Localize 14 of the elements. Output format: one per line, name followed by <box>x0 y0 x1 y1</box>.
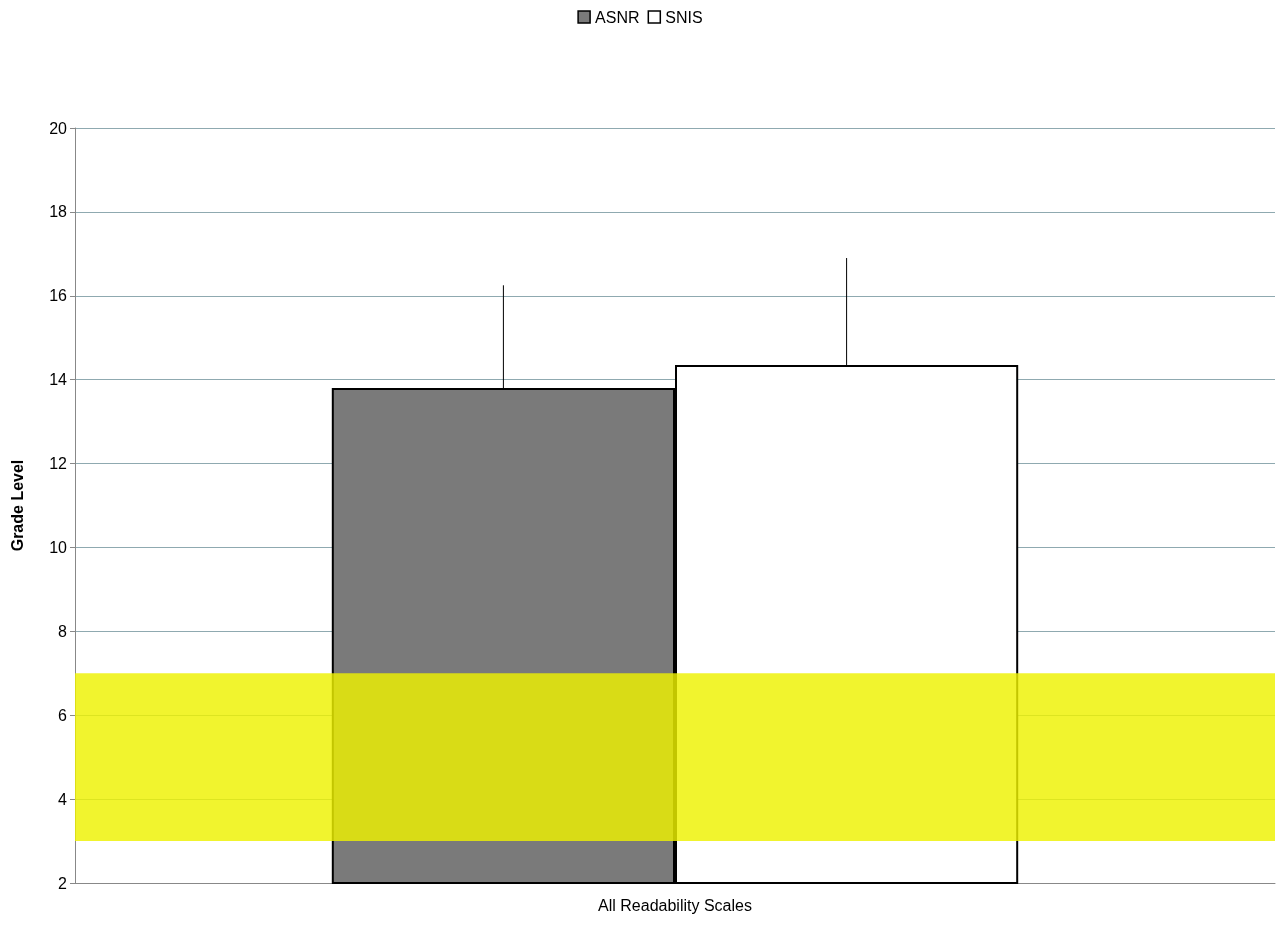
legend-label: SNIS <box>665 8 703 26</box>
y-tick-label: 2 <box>58 874 68 892</box>
legend-label: ASNR <box>595 8 640 26</box>
y-tick-label: 4 <box>58 790 68 808</box>
y-axis-title: Grade Level <box>8 459 26 552</box>
y-tick-label: 6 <box>58 706 68 724</box>
y-tick-label: 18 <box>49 203 68 221</box>
y-tick-label: 8 <box>58 622 68 640</box>
y-tick-label: 12 <box>49 455 68 473</box>
y-tick-label: 14 <box>49 371 68 389</box>
y-tick-label: 10 <box>49 538 68 556</box>
x-tick-label: All Readability Scales <box>598 896 752 914</box>
y-tick-label: 16 <box>49 287 68 305</box>
y-tick-label: 20 <box>49 119 68 137</box>
